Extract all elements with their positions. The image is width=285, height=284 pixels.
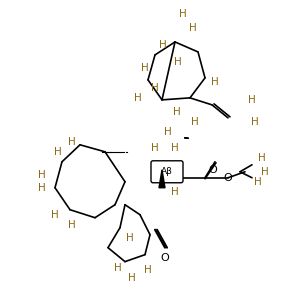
Text: H: H (68, 137, 76, 147)
Text: H: H (144, 265, 152, 275)
Text: H: H (159, 40, 167, 50)
Text: H: H (248, 95, 256, 105)
Text: H: H (251, 117, 259, 127)
Text: H: H (189, 23, 197, 33)
Text: O: O (161, 253, 169, 263)
Text: H: H (38, 170, 46, 180)
Text: H: H (171, 143, 179, 153)
Text: H: H (151, 143, 159, 153)
Polygon shape (159, 170, 165, 188)
Text: H: H (174, 57, 182, 67)
Text: H: H (68, 220, 76, 230)
Text: H: H (141, 63, 149, 73)
Text: H: H (38, 183, 46, 193)
Text: Aβ: Aβ (161, 167, 173, 176)
Text: H: H (191, 117, 199, 127)
Text: H: H (134, 93, 142, 103)
Text: H: H (114, 263, 122, 273)
Text: H: H (128, 273, 136, 283)
Text: H: H (258, 153, 266, 163)
Text: H: H (179, 9, 187, 19)
Text: H: H (254, 177, 262, 187)
Text: O: O (224, 173, 232, 183)
Text: H: H (261, 167, 269, 177)
Text: H: H (173, 107, 181, 117)
Text: H: H (51, 210, 59, 220)
Text: H: H (126, 233, 134, 243)
Text: O: O (209, 165, 217, 175)
Text: H: H (151, 83, 159, 93)
Text: H: H (171, 187, 179, 197)
Text: H: H (54, 147, 62, 157)
Text: H: H (164, 127, 172, 137)
FancyBboxPatch shape (151, 161, 183, 183)
Text: H: H (211, 77, 219, 87)
